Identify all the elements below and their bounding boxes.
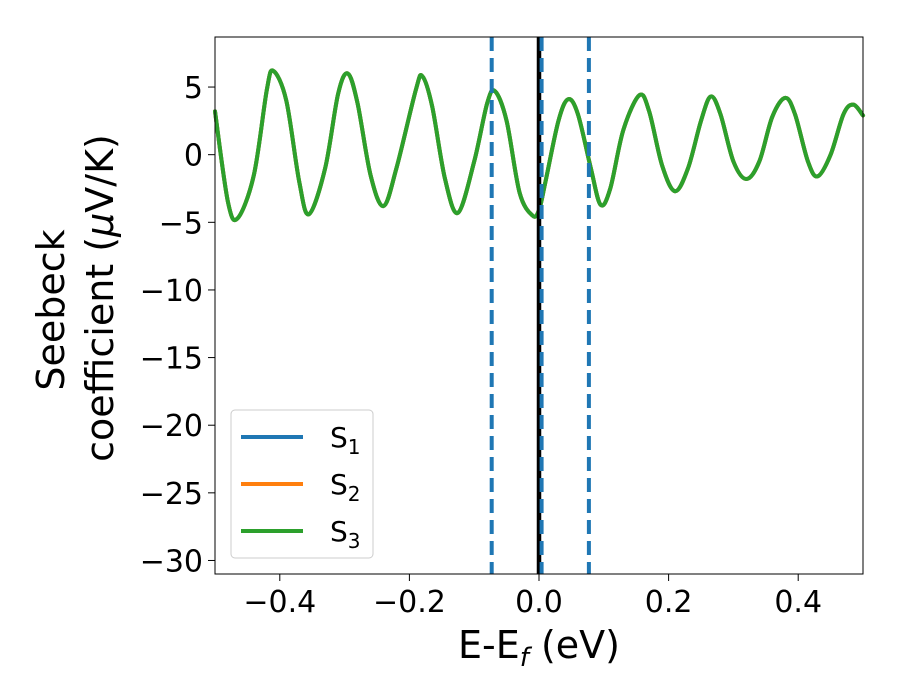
x-axis-label-unit: (eV) [529,623,620,667]
y-tick-label: −5 [159,206,203,241]
y-axis-label-line1: Seebeck [29,229,73,390]
x-tick-label: −0.4 [243,585,316,620]
legend-label-s1: S1 [330,421,361,459]
y-tick-label: −10 [140,274,203,309]
legend-label-s3: S3 [330,515,361,553]
x-axis-label: E-Ef (eV) [458,623,620,673]
y-tick-label: −30 [140,544,203,579]
x-tick-label: 0.2 [645,585,693,620]
legend-items: S1 S2 S3 [241,421,361,553]
legend: S1 S2 S3 [230,409,374,559]
y-axis-label-mu: μ [78,213,122,238]
y-tick-label: −15 [140,342,203,377]
x-tick-label: 0.4 [774,585,822,620]
y-tick-label: 0 [184,139,203,174]
legend-label-s2: S2 [330,468,361,506]
x-tick-label: 0.0 [515,585,563,620]
y-tick-label: 5 [184,71,203,106]
y-tick-label: −20 [140,409,203,444]
y-axis-label-line2: coefficient (μV/K) [78,134,122,462]
x-axis-ticks: −0.4 −0.2 0.0 0.2 0.4 [243,574,822,620]
y-tick-label: −25 [140,477,203,512]
vertical-lines [489,37,591,574]
y-axis-ticks: 5 0 −5 −10 −15 −20 −25 −30 [140,71,215,579]
x-tick-label: −0.2 [373,585,446,620]
